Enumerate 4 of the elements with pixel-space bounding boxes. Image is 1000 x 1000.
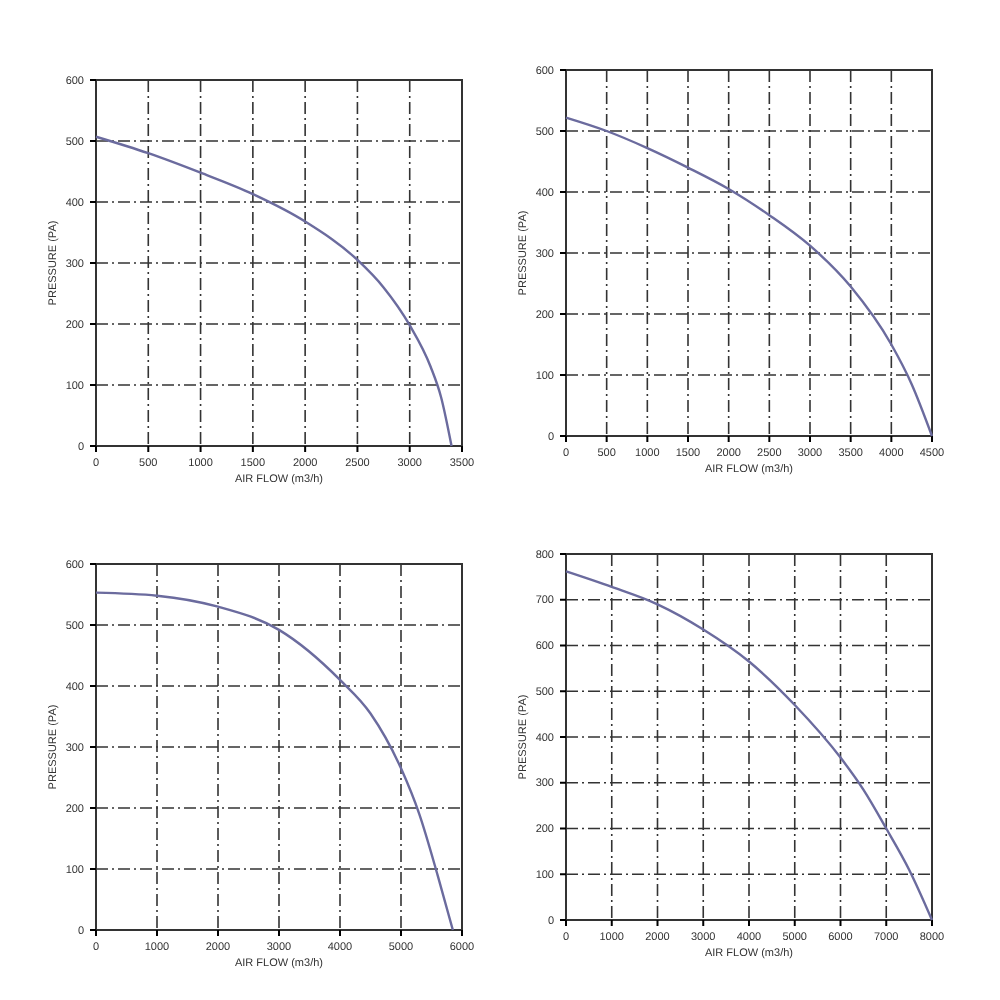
line-series bbox=[564, 570, 934, 922]
line-series bbox=[94, 135, 453, 448]
line-series bbox=[94, 591, 455, 932]
line-series bbox=[564, 116, 934, 438]
